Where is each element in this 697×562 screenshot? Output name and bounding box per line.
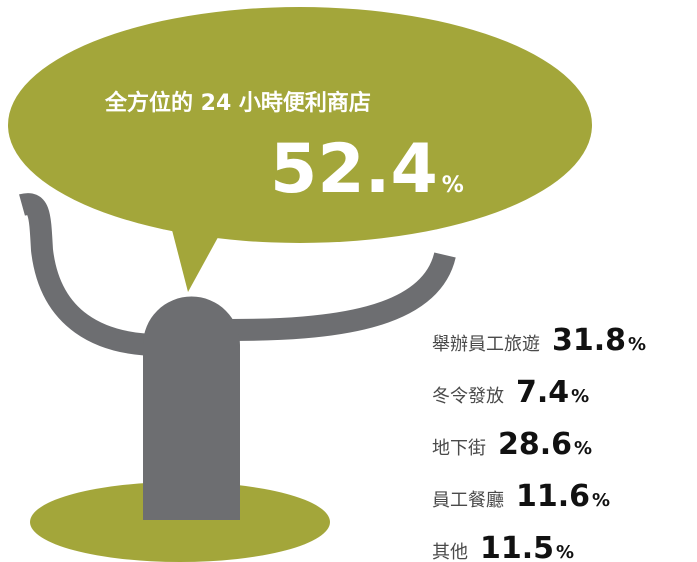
item-unit: %	[556, 542, 574, 562]
item-value: 7.4	[516, 375, 569, 410]
headline-figure: 52.4%	[270, 130, 464, 209]
speech-bubble	[8, 7, 592, 243]
item: 舉辦員工旅遊 31.8%	[432, 323, 646, 358]
headline-unit: %	[442, 173, 464, 198]
item-label: 其他	[432, 542, 468, 562]
item: 員工餐廳 11.6%	[432, 479, 610, 514]
item-value: 28.6	[498, 427, 572, 462]
right-arm	[229, 251, 456, 341]
item: 冬令發放 7.4%	[432, 375, 589, 410]
item-value: 11.5	[480, 531, 554, 562]
item-unit: %	[592, 490, 610, 511]
item-unit: %	[574, 438, 592, 459]
body	[143, 296, 240, 520]
ground	[30, 482, 330, 562]
headline-title: 全方位的 24 小時便利商店	[104, 90, 371, 116]
item: 地下街 28.6%	[432, 427, 592, 462]
item-unit: %	[628, 334, 646, 355]
item-list: 舉辦員工旅遊 31.8 % 冬令發放 7.4 % 地下街 28.6 % 員工餐廳 11.6 % 其他 11…	[432, 323, 646, 562]
left-arm	[19, 193, 161, 356]
bubble-tail	[172, 230, 222, 292]
item-value: 11.6	[516, 479, 590, 514]
item-label: 員工餐廳	[432, 490, 504, 511]
item-label: 冬令發放	[432, 386, 504, 407]
item-value: 31.8	[552, 323, 626, 358]
item-unit: %	[571, 386, 589, 407]
item: 其他 11.5%	[432, 531, 574, 562]
item-label: 舉辦員工旅遊	[432, 334, 540, 355]
headline-value: 52.4	[270, 130, 438, 209]
item-label: 地下街	[432, 438, 486, 459]
